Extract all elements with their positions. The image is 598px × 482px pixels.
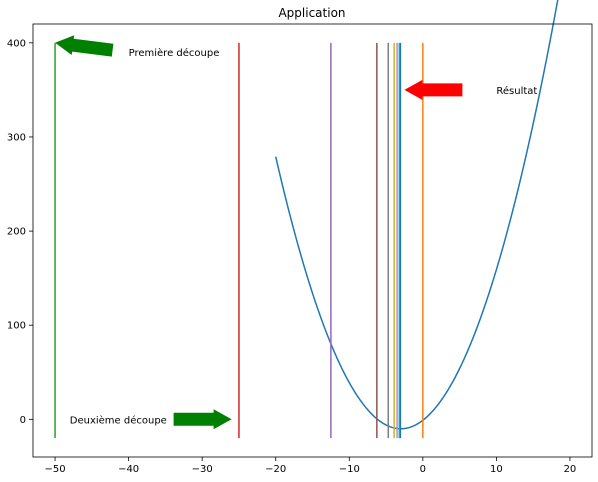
annotation-arrow-1 bbox=[173, 409, 232, 430]
x-tick-label-4: −10 bbox=[339, 464, 360, 475]
y-tick-label-3: 300 bbox=[7, 132, 26, 143]
x-tick-label-1: −40 bbox=[118, 464, 139, 475]
x-tick-label-7: 20 bbox=[564, 464, 577, 475]
annotation-label-2: Résultat bbox=[496, 85, 537, 97]
x-tick-label-0: −50 bbox=[45, 464, 66, 475]
annotation-label-1: Deuxième découpe bbox=[70, 414, 167, 426]
plot-area: Première découpe Deuxième découpe Résultat bbox=[54, 0, 559, 439]
annotation-label-0: Première découpe bbox=[129, 47, 220, 59]
y-tick-label-1: 100 bbox=[7, 321, 26, 332]
x-tick-label-3: −20 bbox=[265, 464, 286, 475]
x-tick-label-6: 10 bbox=[490, 464, 503, 475]
y-tick-label-2: 200 bbox=[7, 227, 26, 238]
chart-title: Application bbox=[278, 6, 345, 20]
annotation-arrow-0 bbox=[55, 35, 114, 57]
x-tick-label-2: −30 bbox=[192, 464, 213, 475]
y-tick-label-4: 400 bbox=[7, 38, 26, 49]
x-tick-label-5: 0 bbox=[420, 464, 426, 475]
axes-frame bbox=[32, 23, 593, 458]
annotation-arrow-2 bbox=[404, 79, 463, 100]
y-tick-label-0: 0 bbox=[20, 415, 26, 426]
